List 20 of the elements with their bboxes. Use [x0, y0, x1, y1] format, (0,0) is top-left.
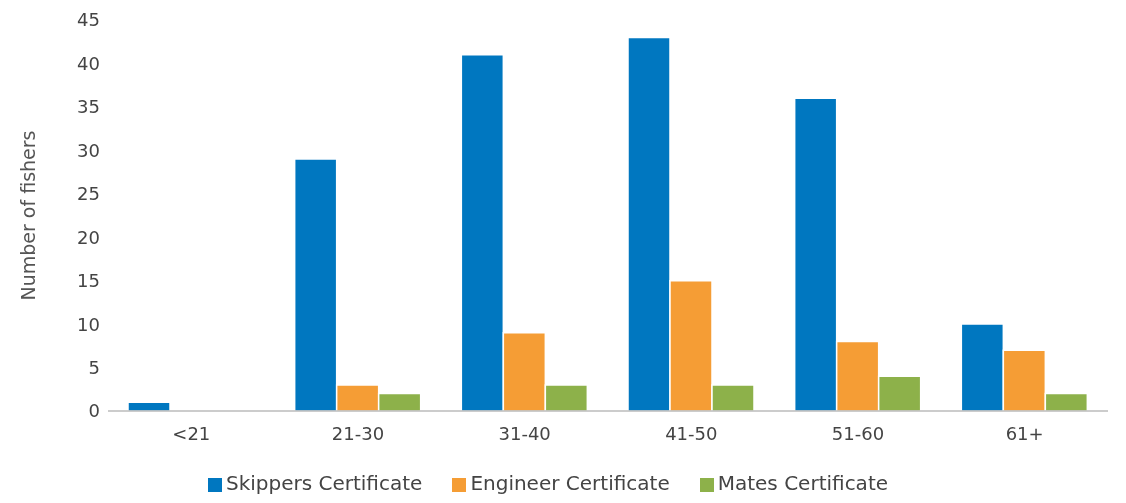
y-tick-label: 45 [77, 9, 100, 31]
y-tick-label: 30 [77, 139, 100, 161]
legend-label: Mates Certificate [717, 471, 889, 495]
y-tick-label: 35 [77, 96, 100, 118]
y-tick-label: 40 [77, 52, 100, 74]
y-axis-title: Number of fishers [16, 130, 39, 301]
y-tick-label: 0 [88, 400, 100, 422]
x-tick-label: 51-60 [831, 422, 885, 444]
y-tick-label: 5 [88, 356, 100, 378]
y-tick-label: 10 [77, 313, 100, 335]
legend-label: Skippers Certificate [225, 471, 423, 495]
legend-label: Engineer Certificate [470, 471, 670, 495]
y-tick-label: 15 [77, 270, 100, 292]
x-tick-label: 41-50 [665, 422, 718, 444]
y-tick-label: 25 [77, 183, 100, 205]
x-tick-label: <21 [172, 422, 211, 444]
x-tick-label: 21-30 [331, 422, 385, 444]
x-tick-label: 31-40 [498, 422, 551, 444]
x-tick-label: 61+ [1005, 422, 1044, 444]
y-tick-label: 20 [77, 226, 100, 248]
